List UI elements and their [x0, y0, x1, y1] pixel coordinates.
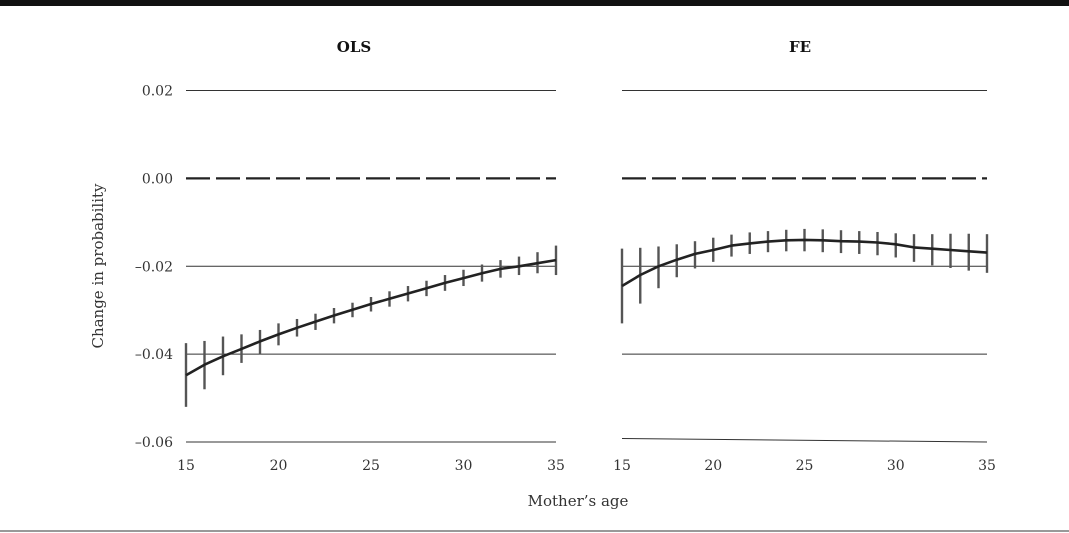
y-axis-label: Change in probability: [89, 183, 107, 349]
estimate-line: [185, 258, 557, 377]
y-tick-label: –0.04: [135, 347, 173, 363]
y-ticks-ols: 0.02 0.00 –0.02 –0.04 –0.06: [135, 84, 173, 452]
x-axis-label: Mother’s age: [528, 492, 629, 510]
x-ticks-fe: 15 20 25 30 35: [613, 458, 996, 474]
errorbars-fe: [620, 228, 989, 324]
panel-title-ols: OLS: [337, 38, 371, 56]
y-tick-label: –0.06: [135, 435, 173, 451]
top-rule: [0, 0, 1069, 6]
grid-fe: [621, 90, 988, 443]
x-tick-label: 35: [978, 458, 996, 474]
x-tick-label: 20: [270, 458, 288, 474]
estimate-line: [621, 238, 988, 288]
x-tick-label: 35: [547, 458, 565, 474]
panel-fe: FE 15 20 25 30 35: [613, 38, 996, 474]
line-fe: [621, 238, 988, 288]
x-tick-label: 15: [177, 458, 195, 474]
x-tick-label: 20: [704, 458, 722, 474]
x-tick-label: 25: [362, 458, 380, 474]
x-tick-label: 30: [455, 458, 473, 474]
panel-ols: OLS 0.02 0.00 –0.02 –0.04 –0.06 15 20 25 30 35: [135, 38, 565, 474]
x-ticks-ols: 15 20 25 30 35: [177, 458, 565, 474]
gridline: [621, 438, 988, 443]
y-tick-label: –0.02: [135, 259, 173, 275]
y-tick-label: 0.00: [142, 171, 173, 187]
y-tick-label: 0.02: [142, 84, 173, 100]
x-tick-label: 25: [796, 458, 814, 474]
grid-ols: [186, 90, 556, 443]
x-tick-label: 30: [887, 458, 905, 474]
line-ols: [185, 258, 557, 377]
x-tick-label: 15: [613, 458, 631, 474]
panel-title-fe: FE: [789, 38, 811, 56]
